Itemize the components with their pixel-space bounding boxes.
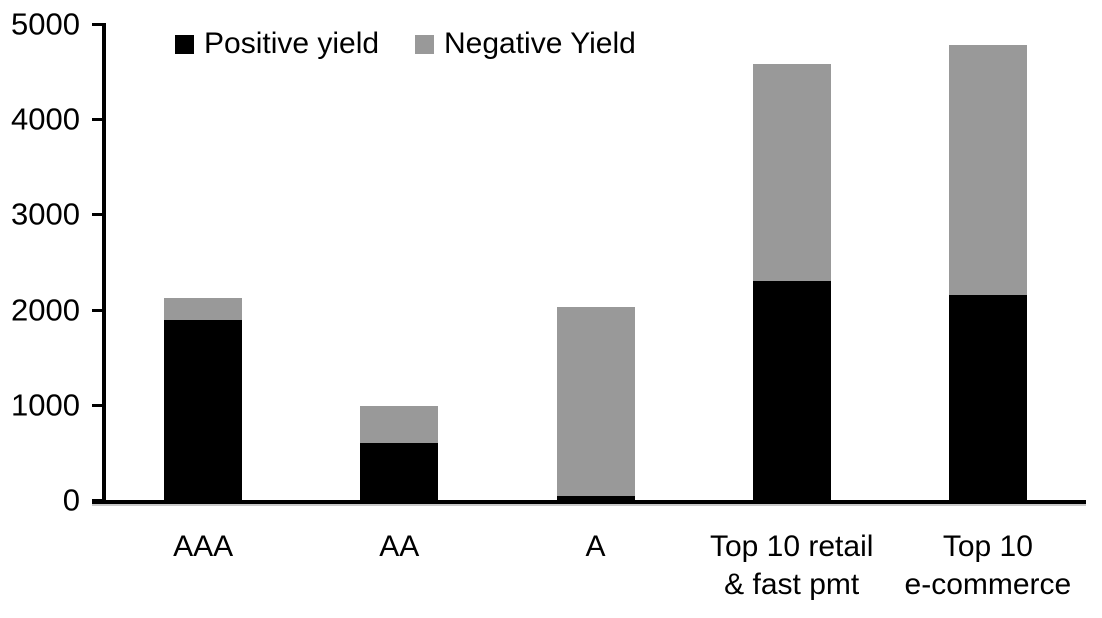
bar-segment-negative-yield [360,405,439,443]
legend-item: Negative Yield [415,29,636,59]
bar-segment-positive-yield [360,442,439,500]
x-category-label: Top 10 e-commerce [904,530,1072,601]
legend-item: Positive yield [175,29,379,59]
bar-segment-positive-yield [164,320,243,500]
legend-swatch-negative-yield [415,34,434,54]
legend-swatch-positive-yield [175,34,194,54]
bar-segment-negative-yield [556,306,635,497]
bar-segment-negative-yield [948,44,1027,296]
bar-segment-positive-yield [556,496,635,500]
y-axis-tick [92,403,106,407]
y-tick-label: 1000 [11,387,80,423]
bar-group [164,298,243,500]
x-category-label: AAA [173,530,234,563]
bar-group [556,306,635,500]
y-axis-tick [92,213,106,217]
bar-group [948,44,1027,500]
x-axis-line [92,500,1086,504]
y-tick-label: 0 [62,482,80,518]
y-tick-label: 5000 [11,6,80,42]
bar-segment-positive-yield [948,295,1027,500]
y-axis-tick [92,308,106,312]
bar-group [752,63,831,500]
x-category-label: A [585,530,606,563]
x-category-label: AA [379,530,420,563]
y-tick-label: 2000 [11,292,80,328]
y-tick-label: 3000 [11,196,80,232]
y-axis-tick [92,499,106,502]
y-axis-tick [92,118,106,122]
y-axis-line [102,23,106,504]
legend-label: Positive yield [204,27,380,60]
y-tick-label: 4000 [11,101,80,137]
y-axis-tick [92,23,106,26]
bar-segment-positive-yield [752,281,831,500]
bar-group [360,405,439,500]
x-category-label: Top 10 retail & fast pmt [709,530,874,601]
bar-segment-negative-yield [164,298,243,321]
bar-segment-negative-yield [752,63,831,282]
legend-label: Negative Yield [444,27,636,60]
